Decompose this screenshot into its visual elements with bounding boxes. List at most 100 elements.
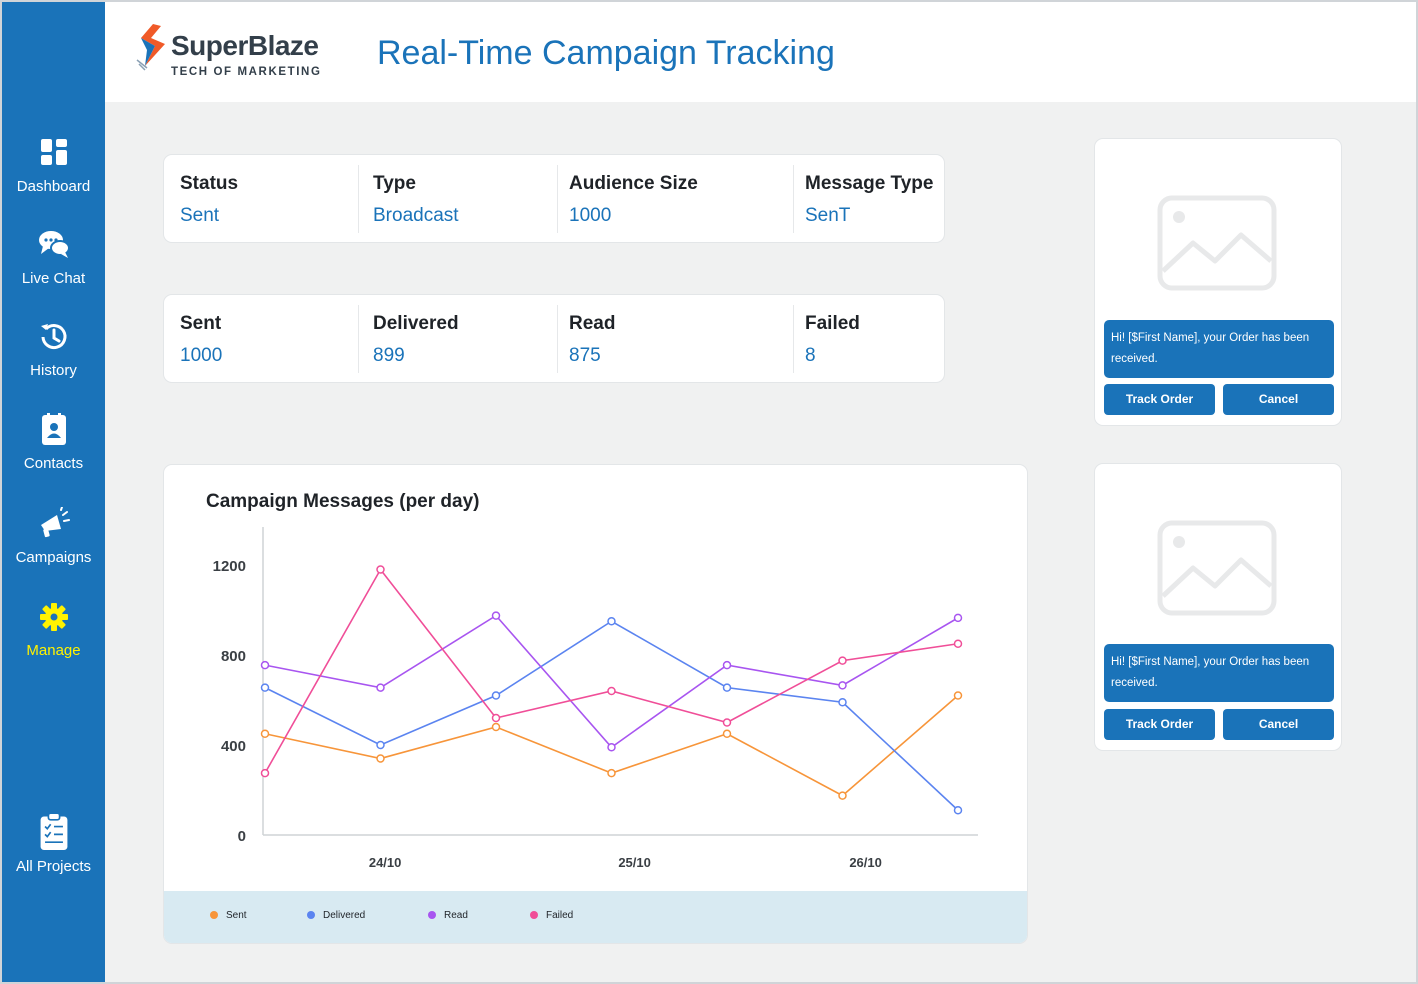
data-point-sent	[260, 729, 270, 738]
message-preview-card: Hi! [$First Name], your Order has been r…	[1094, 463, 1342, 751]
legend-item-delivered[interactable]: Delivered	[307, 910, 365, 921]
data-point-read	[491, 611, 501, 620]
status-field: Status Sent	[180, 155, 340, 244]
failed-label: Failed	[805, 313, 860, 334]
line-chart: 0 400 800 1200 24/10 25/10 26/10	[213, 527, 978, 870]
sidebar-item-label: Campaigns	[15, 549, 92, 566]
legend-swatch	[307, 911, 315, 919]
cancel-button[interactable]: Cancel	[1223, 384, 1334, 415]
delivered-field: Delivered 899	[358, 295, 556, 384]
sent-value: 1000	[180, 345, 223, 366]
delivery-stats-card: Sent 1000 Delivered 899 Read 875 Failed …	[163, 294, 945, 383]
x-tick-label: 24/10	[369, 855, 402, 870]
type-value: Broadcast	[373, 205, 459, 226]
sidebar-item-live-chat[interactable]: Live Chat	[2, 228, 105, 287]
clipboard-icon	[40, 812, 67, 850]
campaign-messages-chart-card: Campaign Messages (per day) 0 400 800 1200 2…	[163, 464, 1028, 944]
track-order-button[interactable]: Track Order	[1104, 709, 1215, 740]
sidebar-item-history[interactable]: History	[2, 320, 105, 379]
data-point-sent	[838, 791, 847, 800]
data-point-read	[722, 660, 732, 670]
header: SuperBlaze TECH OF MARKETING Real-Time C…	[105, 2, 1416, 102]
data-point-failed	[953, 639, 963, 648]
legend-label: Read	[444, 910, 468, 921]
sidebar: Dashboard Live Chat History	[2, 2, 105, 982]
y-tick-label: 400	[221, 738, 246, 755]
legend-item-read[interactable]: Read	[428, 910, 468, 921]
data-point-delivered	[260, 683, 270, 692]
sidebar-item-label: Manage	[26, 642, 81, 659]
chat-bubbles-icon	[38, 231, 70, 258]
legend-label: Failed	[546, 910, 574, 921]
gear-icon	[39, 603, 68, 631]
data-point-sent	[953, 691, 963, 700]
message-type-label: Message Type	[805, 173, 934, 194]
data-point-read	[838, 681, 847, 690]
megaphone-icon	[40, 507, 70, 538]
data-point-failed	[491, 713, 501, 723]
sidebar-item-label: All Projects	[15, 858, 92, 875]
type-field: Type Broadcast	[358, 155, 556, 244]
sent-label: Sent	[180, 313, 222, 334]
series-line-failed	[264, 568, 959, 774]
data-point-delivered	[722, 683, 732, 692]
data-point-failed	[722, 718, 732, 727]
x-tick-label: 26/10	[849, 855, 882, 870]
x-tick-label: 25/10	[618, 855, 651, 870]
data-point-failed	[607, 686, 616, 696]
data-point-failed	[260, 768, 270, 778]
series-line-read	[264, 614, 959, 749]
failed-field: Failed 8	[793, 295, 943, 384]
data-point-failed	[838, 656, 847, 665]
series-line-delivered	[264, 620, 959, 811]
audience-size-value: 1000	[569, 205, 612, 226]
status-label: Status	[180, 173, 239, 194]
sent-field: Sent 1000	[180, 295, 340, 384]
status-value: Sent	[180, 205, 220, 226]
dashboard-icon	[40, 139, 67, 165]
y-tick-label: 800	[221, 648, 246, 665]
logo-mark-icon	[136, 24, 165, 71]
data-point-read	[953, 613, 963, 623]
legend-item-failed[interactable]: Failed	[530, 910, 573, 921]
y-tick-label: 1200	[213, 558, 246, 575]
message-type-value: SenT	[805, 205, 851, 226]
read-value: 875	[569, 345, 601, 366]
audience-size-label: Audience Size	[569, 173, 698, 194]
message-preview-card: Hi! [$First Name], your Order has been r…	[1094, 138, 1342, 426]
sidebar-item-label: Live Chat	[21, 270, 86, 287]
legend-swatch	[530, 911, 538, 919]
logo-name: SuperBlaze	[171, 30, 319, 61]
data-point-sent	[376, 754, 385, 763]
type-label: Type	[373, 173, 416, 194]
legend-label: Sent	[226, 910, 247, 921]
failed-value: 8	[805, 345, 816, 366]
sidebar-item-all-projects[interactable]: All Projects	[2, 812, 105, 875]
sidebar-item-contacts[interactable]: Contacts	[2, 413, 105, 472]
read-field: Read 875	[557, 295, 792, 384]
cancel-button[interactable]: Cancel	[1223, 709, 1334, 740]
track-order-button[interactable]: Track Order	[1104, 384, 1215, 415]
history-clock-icon	[40, 324, 66, 350]
logo: SuperBlaze TECH OF MARKETING	[135, 20, 345, 82]
sidebar-item-dashboard[interactable]: Dashboard	[2, 136, 105, 195]
campaign-info-card: Status Sent Type Broadcast Audience Size…	[163, 154, 945, 243]
data-point-delivered	[838, 698, 847, 707]
sidebar-item-campaigns[interactable]: Campaigns	[2, 507, 105, 566]
data-point-sent	[491, 722, 501, 732]
logo-tagline: TECH OF MARKETING	[171, 66, 322, 78]
message-bubble: Hi! [$First Name], your Order has been r…	[1104, 320, 1334, 378]
legend-swatch	[210, 911, 218, 919]
delivered-value: 899	[373, 345, 405, 366]
data-point-read	[260, 660, 270, 670]
data-point-delivered	[953, 806, 963, 815]
message-type-field: Message Type SenT	[793, 155, 943, 244]
sidebar-item-manage[interactable]: Manage	[2, 600, 105, 659]
legend-item-sent[interactable]: Sent	[210, 910, 247, 921]
data-point-delivered	[491, 691, 501, 700]
legend-label: Delivered	[323, 910, 366, 921]
sidebar-item-label: Dashboard	[16, 178, 91, 195]
chart-title: Campaign Messages (per day)	[206, 491, 480, 512]
chart-legend: Sent Delivered Read Failed	[164, 891, 1027, 943]
